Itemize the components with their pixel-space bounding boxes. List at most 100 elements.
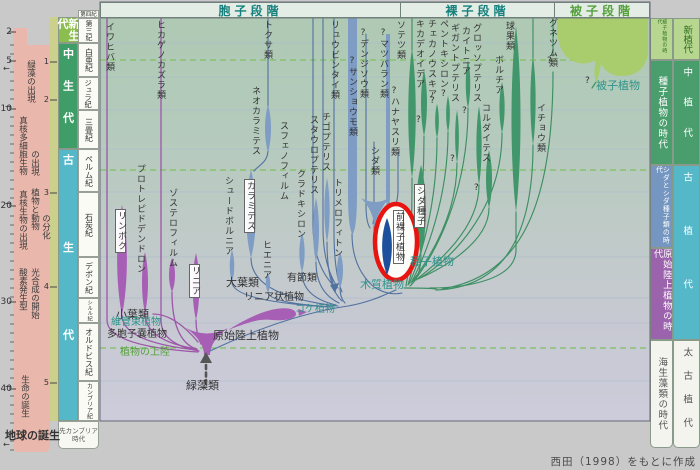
plot-label: カラミテス — [244, 179, 255, 233]
question-mark: ? — [416, 115, 421, 125]
inner-scale-number: 2 — [43, 95, 49, 104]
plot-label: ?デンジソウ類 — [358, 28, 368, 99]
life-event-label: 植物と動物 — [29, 188, 40, 231]
plot-label: 木質植物 — [360, 278, 404, 291]
life-event-label: の分化 — [40, 214, 51, 240]
period-cell: 三畳紀 — [78, 110, 99, 149]
question-mark: ? — [441, 89, 446, 99]
inner-scale-number: 5 — [43, 378, 49, 387]
period-cell: オルドビス紀 — [78, 323, 99, 381]
plot-label: ギガントプテリス — [449, 23, 459, 103]
scale-arrow: → — [5, 102, 12, 111]
life-history-column-top — [13, 28, 27, 45]
right-column-cell: 古植代 — [673, 165, 700, 340]
outer-scale-number: 10 — [0, 104, 12, 114]
age-scale-strip — [50, 17, 58, 421]
period-cell: デボン紀 — [78, 257, 99, 298]
scale-arrow: → — [5, 199, 12, 208]
life-event-label: 生命の誕生 — [19, 375, 30, 418]
right-column-cell: 原始陸上植物の時代 — [650, 248, 673, 340]
plot-label: リュウビンタイ類 — [329, 20, 339, 100]
plot-label: ?マツバラン類 — [378, 28, 388, 99]
precambrian-cell: 先カンブリア 時代 — [58, 421, 99, 449]
question-mark: ? — [462, 106, 467, 116]
plot-label: リニア — [189, 264, 200, 298]
right-column-cell: 被子植物の時代 — [650, 18, 673, 60]
plot-label: ヒカゲノカズラ類 — [155, 20, 165, 100]
right-column-cell: 新植代 — [673, 18, 700, 60]
era-cell: 古生代 — [58, 149, 78, 421]
outer-scale-number: 40 — [0, 384, 12, 394]
question-mark: ? — [474, 183, 479, 193]
right-column-cell: 中植代 — [673, 60, 700, 165]
plot-area — [100, 18, 650, 421]
stage-header-band: 胞子段階 裸子段階 被子段階 — [100, 2, 650, 18]
plot-label: 球果類 — [504, 21, 514, 51]
attribution: 西田（1998）をもとに作成 — [550, 456, 696, 468]
header-gymnosperm-stage: 裸子段階 — [401, 3, 555, 18]
earth-birth-label: 地球の誕生 — [5, 429, 60, 442]
plot-label: コルダイテス — [480, 103, 490, 163]
outer-scale-number: 30 — [0, 297, 12, 307]
plot-label: 種子植物 — [410, 255, 454, 268]
plot-label: 大葉類 — [226, 276, 259, 289]
plot-label: 前裸子植物 — [393, 210, 404, 264]
plot-label: ネオカラミテス — [250, 86, 260, 156]
plot-label: ペントキシロン — [438, 19, 448, 89]
plot-label: シュードボルニア — [223, 176, 233, 256]
plot-label: イワヒバ類 — [104, 22, 114, 72]
plot-label: 多胞子嚢植物 — [107, 329, 167, 340]
period-cell: ペルム紀 — [78, 149, 99, 192]
plot-label: ?ハナヤスリ類 — [389, 86, 399, 157]
plot-label: キカデオイデア — [414, 19, 424, 89]
plot-label: クラドキシロン — [295, 169, 305, 239]
plot-label: コケ植物 — [295, 304, 335, 315]
plot-label: カイトニア — [460, 26, 470, 76]
right-column-cell: 太古植代 — [673, 340, 700, 448]
question-mark: ? — [585, 76, 590, 86]
life-event-label: 真核多細胞生物 — [17, 116, 28, 176]
plot-label: シダ類 — [369, 146, 379, 176]
scale-arrow: ← — [3, 440, 10, 449]
header-angiosperm-stage: 被子段階 — [569, 3, 634, 18]
life-event-label: 光合成の開始 — [29, 268, 40, 319]
era-cell: 中生代 — [58, 43, 78, 149]
plot-label: グロッソプテリス — [471, 23, 481, 103]
precambrian-line2: 時代 — [72, 435, 85, 443]
plot-label: 原始陸上植物 — [213, 329, 279, 342]
period-cell: カンブリア紀 — [78, 381, 99, 421]
question-mark: ? — [450, 154, 455, 164]
question-mark: ? — [547, 56, 552, 66]
outer-scale-number: 2 — [6, 27, 12, 37]
plot-label: ヒエニア — [261, 240, 271, 280]
scale-arrow: ← — [3, 64, 10, 73]
life-event-label: 真核生物の出現 — [17, 190, 28, 250]
inner-scale-number: 1 — [43, 57, 49, 66]
plot-label: リニア状植物 — [244, 292, 304, 303]
era-cell: 新生代 — [56, 17, 80, 43]
period-cell: 白亜紀 — [78, 43, 99, 77]
inner-scale-number: 4 — [43, 282, 49, 291]
plot-label: 被子植物 — [596, 79, 640, 92]
plot-label: トリメロフィトン — [332, 178, 342, 258]
right-column-cell: シダとシダ種子類の時代 — [650, 165, 673, 248]
precambrian-line1: 先カンブリア — [59, 426, 98, 435]
plot-label: プロトレピドデンドロン — [135, 164, 145, 274]
life-event-label: 緑藻の出現 — [25, 60, 36, 103]
plot-label: シダ種子 — [414, 184, 425, 228]
plot-label: トクサ類 — [262, 20, 272, 60]
period-cell: 第三紀 — [78, 18, 99, 43]
plot-label: スフェノフィルム — [278, 121, 288, 201]
life-event-label: 酸素発生型 — [17, 268, 28, 311]
plot-label: チェカノウスキア — [426, 19, 436, 99]
life-history-column — [13, 45, 50, 452]
plot-label: 有節類 — [287, 273, 317, 284]
right-column-cell: 海生藻類の時代 — [650, 340, 673, 448]
plot-label: ゾステロフィルム — [167, 188, 177, 268]
plot-label: ソテツ類 — [395, 20, 405, 60]
plot-label: スタウロプテリス — [308, 115, 318, 195]
plot-label: イチョウ類 — [535, 103, 545, 153]
plot-label: 維管束植物 — [111, 317, 161, 328]
plot-label: チゴプテリス — [320, 112, 330, 172]
question-mark: ? — [430, 96, 435, 106]
